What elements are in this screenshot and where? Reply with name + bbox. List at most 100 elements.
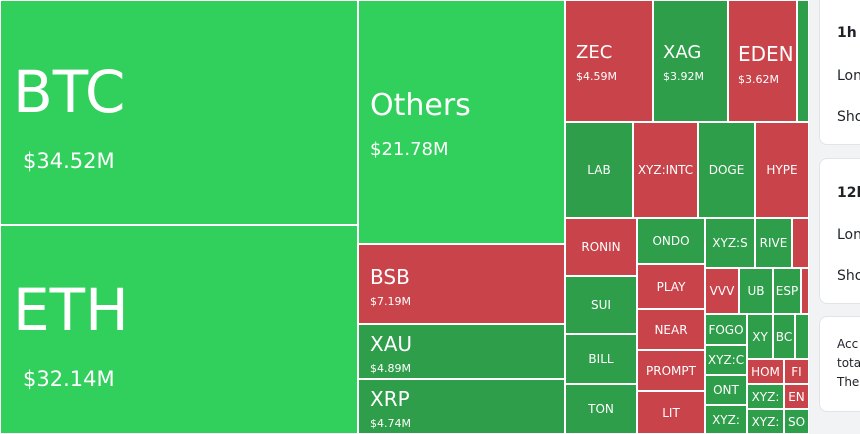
card-note: Acc tota The: [819, 316, 860, 412]
tile-symbol: BSB: [370, 265, 410, 289]
tile-symbol: VVV: [709, 284, 735, 298]
tile-value: $34.52M: [23, 149, 115, 173]
tile-xag[interactable]: XAG $3.92M: [653, 0, 728, 122]
short-label[interactable]: Sho: [837, 109, 860, 125]
tile-symbol: XY: [752, 329, 768, 344]
tile-symbol: SO: [787, 414, 806, 429]
tile-value: $3.92M: [663, 70, 704, 83]
tile-symbol: EDEN: [738, 42, 794, 66]
tile-doge[interactable]: DOGE: [698, 122, 755, 218]
note-line-1: Acc: [837, 337, 859, 351]
tile-lit[interactable]: LIT: [637, 391, 705, 434]
tile-symbol: BTC: [13, 58, 126, 126]
tile-xyz-x[interactable]: XYZ:: [705, 405, 747, 434]
tile-fi[interactable]: FI: [784, 359, 809, 384]
tile-vvv[interactable]: VVV: [705, 268, 739, 314]
tile-value: $3.62M: [738, 73, 779, 86]
tile-symbol: XYZ:S: [712, 236, 748, 250]
tile-symbol: ETH: [13, 276, 129, 344]
tile-xy[interactable]: XY: [747, 314, 773, 359]
tile-symbol: RONIN: [581, 240, 621, 254]
tile-bo[interactable]: BC: [773, 314, 795, 359]
tile-esp[interactable]: ESP: [773, 268, 801, 314]
tile-symbol: XYZ:INTC: [637, 163, 694, 177]
note-line-2: tota: [837, 356, 860, 370]
tile-xyz-c[interactable]: XYZ:C: [705, 345, 747, 375]
tile-symbol: SUI: [591, 298, 611, 312]
tile-symbol: RIVE: [759, 236, 788, 250]
long-label[interactable]: Lon: [837, 227, 860, 243]
tile-symbol: XRP: [370, 387, 410, 411]
tile-symbol: BC: [775, 329, 793, 344]
tile-symbol: BILL: [588, 352, 614, 366]
tile-small-red-2[interactable]: [801, 268, 809, 314]
tile-symbol: ZEC: [576, 42, 613, 63]
tile-symbol: FOGO: [708, 322, 744, 337]
tile-so[interactable]: SO: [784, 409, 809, 434]
tile-value: $4.74M: [370, 417, 411, 430]
tile-bill[interactable]: BILL: [565, 334, 637, 384]
tile-river[interactable]: RIVE: [755, 218, 792, 268]
tile-symbol: EN: [788, 389, 805, 404]
tile-value: $21.78M: [370, 139, 449, 160]
tile-symbol: HYPE: [766, 163, 798, 177]
tile-xyz-intc[interactable]: XYZ:INTC: [633, 122, 698, 218]
tile-symbol: PLAY: [656, 279, 686, 294]
tile-symbol: DOGE: [708, 163, 745, 177]
tile-xyz-s2[interactable]: XYZ:: [747, 409, 784, 434]
tile-others[interactable]: Others $21.78M: [358, 0, 565, 244]
long-label[interactable]: Lon: [837, 68, 860, 84]
tile-en[interactable]: EN: [784, 384, 809, 409]
tile-partial[interactable]: [797, 0, 809, 122]
tile-xyz-s[interactable]: XYZ:S: [705, 218, 755, 268]
tile-symbol: TON: [588, 402, 614, 416]
tile-bsb[interactable]: BSB $7.19M: [358, 244, 565, 324]
tile-near[interactable]: NEAR: [637, 309, 705, 350]
tile-symbol: XYZ:: [712, 412, 740, 427]
tile-xyz-c2[interactable]: XYZ:: [747, 384, 784, 409]
tile-ton[interactable]: TON: [565, 384, 637, 434]
tile-symbol: LAB: [587, 163, 611, 177]
tile-small-green-1[interactable]: [795, 314, 809, 359]
tile-zec[interactable]: ZEC $4.59M: [565, 0, 653, 122]
tile-fogo[interactable]: FOGO: [705, 314, 747, 345]
card-title: 1h: [837, 25, 857, 41]
tile-symbol: LIT: [662, 405, 680, 420]
tile-ont[interactable]: ONT: [705, 375, 747, 405]
note-text: Acc tota The: [837, 335, 860, 392]
tile-symbol: HOM: [751, 364, 780, 379]
tile-eth[interactable]: ETH $32.14M: [0, 225, 358, 434]
tile-symbol: PROMPT: [646, 363, 696, 378]
card-title: 12h: [837, 185, 860, 201]
short-label[interactable]: Sho: [837, 268, 860, 284]
tile-sui[interactable]: SUI: [565, 276, 637, 334]
tile-symbol: Others: [370, 88, 471, 123]
card-12h: 12h Lon Sho: [819, 158, 860, 304]
tile-lab[interactable]: LAB: [565, 122, 633, 218]
tile-value: $7.19M: [370, 295, 411, 308]
tile-symbol: ONDO: [652, 234, 690, 248]
tile-symbol: ONT: [713, 383, 739, 397]
tile-small-red-1[interactable]: [792, 218, 809, 268]
tile-play[interactable]: PLAY: [637, 264, 705, 309]
tile-ondo[interactable]: ONDO: [637, 218, 705, 264]
tile-ub[interactable]: UB: [739, 268, 773, 314]
tile-hom[interactable]: HOM: [747, 359, 784, 384]
tile-xau[interactable]: XAU $4.89M: [358, 324, 565, 379]
tile-symbol: ESP: [775, 284, 799, 298]
card-1h: 1h Lon Sho: [819, 0, 860, 145]
tile-symbol: NEAR: [654, 322, 688, 337]
note-line-3: The: [837, 375, 860, 389]
tile-eden[interactable]: EDEN $3.62M: [728, 0, 797, 122]
tile-xrp[interactable]: XRP $4.74M: [358, 379, 565, 434]
tile-btc[interactable]: BTC $34.52M: [0, 0, 358, 225]
tile-ronin[interactable]: RONIN: [565, 218, 637, 276]
tile-symbol: XYZ:: [751, 414, 780, 429]
tile-symbol: XYZ:C: [707, 353, 745, 367]
tile-hype[interactable]: HYPE: [755, 122, 809, 218]
tile-value: $32.14M: [23, 367, 115, 391]
tile-value: $4.89M: [370, 362, 411, 375]
tile-symbol: XAG: [663, 42, 702, 63]
tile-symbol: XYZ:: [751, 389, 780, 404]
tile-prompt[interactable]: PROMPT: [637, 350, 705, 391]
